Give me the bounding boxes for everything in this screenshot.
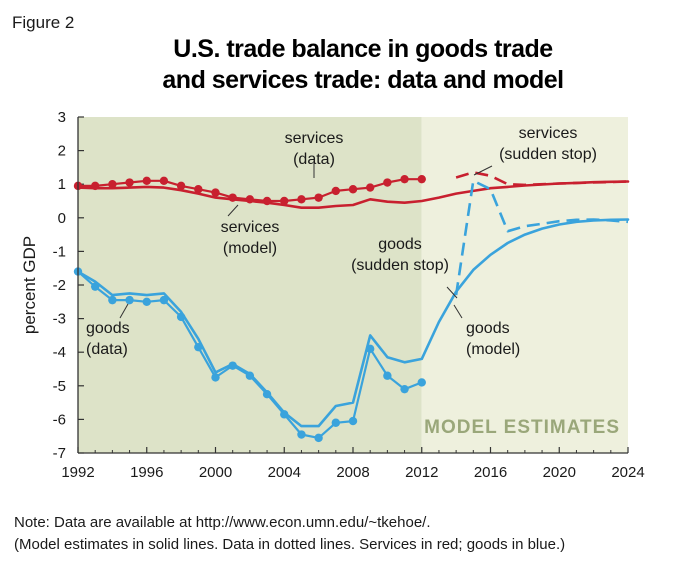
annotation-leader [453,304,463,319]
services-data-point [314,193,323,202]
y-tick-label: -1 [53,243,66,260]
y-tick-label: -6 [53,411,66,428]
x-tick-label: 1996 [130,464,163,481]
x-tick-label: 2020 [543,464,576,481]
model-estimates-label: MODEL ESTIMATES [424,417,620,438]
x-tick-label: 2024 [611,464,644,481]
services-data-point [159,176,169,186]
x-tick-label: 2016 [474,464,507,481]
annotation-services-model: (model) [223,240,277,257]
goods-model-line [76,218,630,428]
services-data-point [417,174,426,184]
annotation-services-sudden-stop: services [519,125,578,142]
y-tick-label: -2 [53,277,66,294]
y-tick-label: -4 [53,344,66,361]
goods-data-point [297,430,306,439]
goods-data-point [125,295,134,305]
figure-label: Figure 2 [12,13,74,32]
y-tick-label: 1 [58,176,66,193]
goods-data-point [348,416,358,426]
services-data-point [211,188,220,197]
services-data-point [108,180,117,189]
annotation-services-data: services [285,130,344,147]
goods-data-point [400,384,409,394]
annotation-leader [446,286,458,299]
annotation-services-model: services [221,219,280,236]
axes [77,117,628,454]
plot-series [73,171,630,443]
goods-data-point [383,371,392,380]
note-source: Note: Data are available at http://www.e… [14,514,431,531]
services-data-point [142,176,151,186]
y-tick-label: -3 [53,311,66,328]
annotation-goods-model: (model) [466,341,520,358]
x-tick-label: 1992 [61,464,94,481]
x-tick-label: 2008 [336,464,369,481]
axis-ticks: 3 2 1 0 -1 -2 -3 -4 -5 -6 -7 1992 1996 2000 2004 2008 20… [53,109,645,481]
y-tick-label: 2 [58,143,66,160]
services-data-point [365,183,375,192]
x-tick-label: 2004 [268,464,301,481]
annotation-goods-sudden-stop: goods [378,236,422,253]
services-data-point [331,186,341,196]
x-tick-label: 2000 [199,464,232,481]
annotation-services-data: (data) [293,151,335,168]
chart-title-line-1: U.S. trade balance in goods trade [173,35,553,63]
x-tick-label: 2012 [405,464,438,481]
services-data-point [383,178,392,187]
goods-data-point [142,297,151,306]
y-tick-label: 0 [58,210,66,227]
note-legend: (Model estimates in solid lines. Data in… [14,536,565,553]
annotation-goods-model: goods [466,320,510,337]
goods-data-point [314,433,323,443]
goods-data-point [228,361,237,370]
services-sudden-stop-line [455,171,629,187]
services-data-point [297,195,306,204]
services-data-point [400,174,409,184]
model-estimates-band [421,117,628,453]
y-tick-label: 3 [58,109,66,126]
services-data-point [125,178,134,187]
annotation-goods-data: goods [86,320,130,337]
chart-title-line-2: and services trade: data and model [162,66,563,94]
goods-data-point [211,373,220,382]
annotation-services-sudden-stop: (sudden stop) [499,146,597,163]
annotation-goods-data: (data) [86,341,128,358]
annotation-leader [119,303,129,319]
goods-data-point [417,378,426,387]
data-period-band [78,117,422,453]
services-data-point [348,185,358,194]
goods-data-point [280,410,289,419]
series-annotations: services (data) services (sudden stop) servi… [86,125,597,358]
services-data-point [176,181,186,191]
goods-sudden-stop-line [454,179,629,296]
annotation-goods-sudden-stop: (sudden stop) [351,257,449,274]
y-tick-label: -5 [53,378,66,395]
annotation-leader [227,204,239,217]
services-data-point [194,185,203,194]
y-tick-label: -7 [53,445,66,462]
services-data-point [280,196,289,206]
goods-data-point [108,295,117,305]
annotation-leader [473,165,493,176]
goods-data-point [331,418,341,427]
y-axis-label: percent GDP [20,236,39,334]
goods-data-point [159,295,169,305]
